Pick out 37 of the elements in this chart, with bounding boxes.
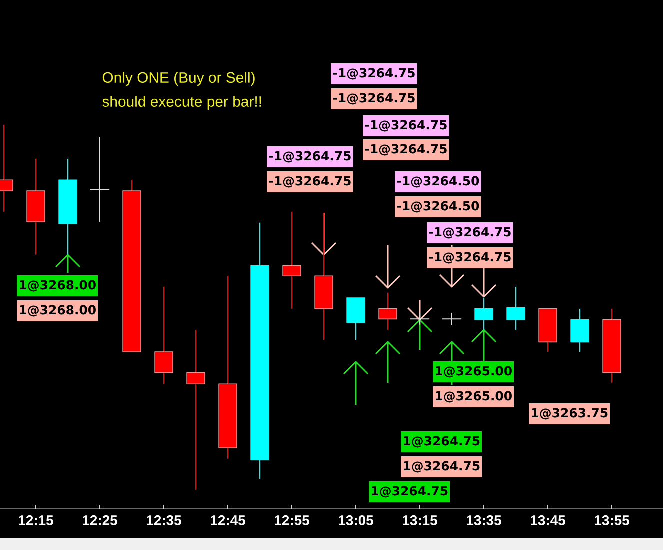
annotation: -1@3264.75 [365,120,447,132]
x-tick-label: 12:45 [211,516,246,526]
annotation: -1@3264.75 [429,227,511,239]
candlestick [282,211,302,310]
annotation: -1@3264.75 [429,252,511,264]
annotation: 1@3264.75 [404,436,480,448]
candlestick [506,286,526,331]
x-tick-label: 13:15 [403,516,438,526]
x-tick-label: 13:55 [595,516,630,526]
candlestick [474,298,494,331]
annotation: -1@3264.50 [397,201,480,213]
annotation: 1@3268.00 [20,280,96,292]
text: should execute per bar!! [102,96,262,110]
annotation: -1@3264.50 [397,176,480,188]
x-tick-label: 12:25 [83,516,118,526]
candlestick [186,330,206,490]
x-tick-label: 12:35 [147,516,182,526]
annotation: 1@3265.00 [436,366,512,378]
x-tick-label: 13:45 [531,516,566,526]
text: Only ONE (Buy or Sell) [102,72,255,86]
annotation: 1@3264.75 [404,461,480,473]
annotation: 1@3263.75 [532,408,608,420]
candlestick [154,286,174,385]
x-tick-label: 12:55 [275,516,310,526]
annotation: 1@3264.75 [372,486,448,498]
annotation: 1@3268.00 [20,305,96,317]
x-tick-label: 13:05 [339,516,374,526]
x-tick-label: 13:35 [467,516,502,526]
candlestick [378,292,398,331]
candlestick [570,308,590,353]
x-tick-label: 12:15 [19,516,54,526]
annotation: -1@3264.75 [269,176,351,188]
text: -1@3264.75 [333,93,415,105]
annotation: 1@3265.00 [436,391,512,403]
annotation: -1@3264.75 [269,151,351,163]
text: -1@3264.75 [333,68,415,80]
annotation: -1@3264.75 [365,144,447,156]
